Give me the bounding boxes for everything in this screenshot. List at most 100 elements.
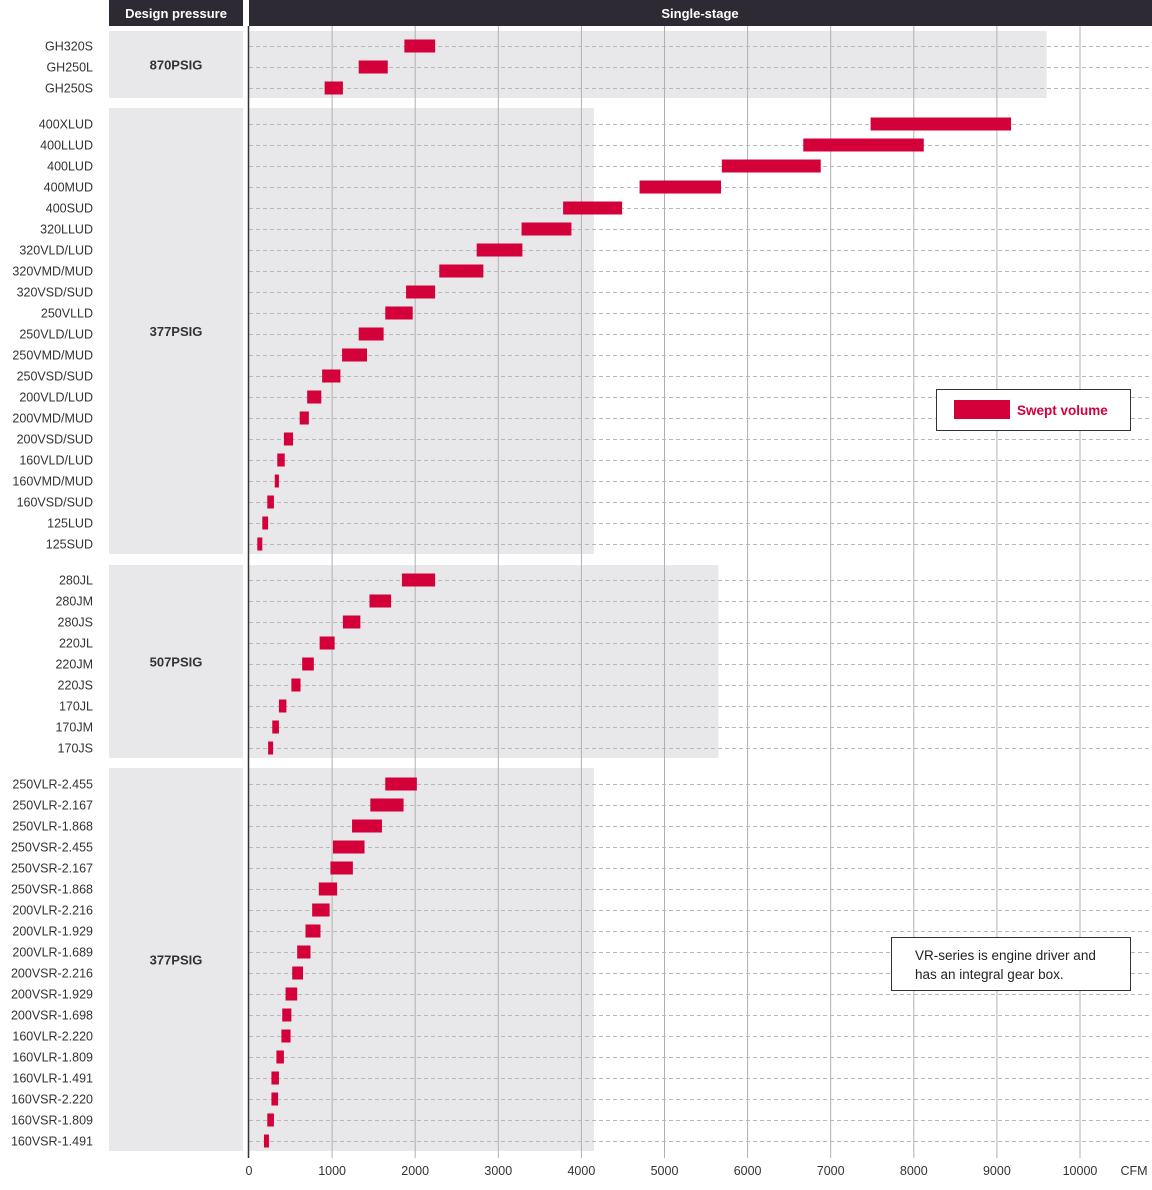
- model-label: 250VSR-1.868: [11, 883, 93, 897]
- model-label: 250VLLD: [41, 307, 93, 321]
- swept-volume-bars: [257, 39, 1012, 1148]
- model-label: 200VSR-2.216: [11, 967, 93, 981]
- model-labels: GH320S GH250L GH250S 400XLUD 400LLUD 400LUD 40…: [11, 40, 93, 1149]
- bar-400LLUD: [803, 138, 924, 152]
- bar-160VSR-2.220: [271, 1092, 279, 1106]
- model-label: 280JL: [59, 574, 93, 588]
- model-label: 220JL: [59, 637, 93, 651]
- model-label: 250VLR-2.167: [12, 799, 93, 813]
- bar-160VSR-1.491: [263, 1134, 269, 1148]
- model-label: 280JM: [55, 595, 93, 609]
- x-axis-ticks: 0 1000 2000 3000 4000 5000 6000 7000 8000 9000 100…: [246, 1164, 1098, 1178]
- bar-250VLR-1.868: [352, 819, 382, 833]
- header-single-stage: Single-stage: [249, 0, 1152, 26]
- model-label: 170JS: [58, 742, 93, 756]
- bar-170JM: [272, 720, 279, 734]
- model-label: 200VSR-1.929: [11, 988, 93, 1002]
- bar-250VSR-2.167: [330, 861, 353, 875]
- x-tick-label: 2000: [401, 1164, 429, 1178]
- range-band-1: [249, 108, 594, 554]
- bar-320VLD/LUD: [476, 243, 523, 257]
- model-label: 125SUD: [46, 538, 93, 552]
- model-label: 400LLUD: [40, 139, 93, 153]
- header-design-pressure-text: Design pressure: [125, 6, 227, 21]
- bar-250VLD/LUD: [358, 327, 384, 341]
- bar-170JS: [268, 741, 274, 755]
- model-label: 250VSR-2.167: [11, 862, 93, 876]
- model-label: GH250S: [45, 82, 93, 96]
- model-label: 160VSR-1.809: [11, 1114, 93, 1128]
- model-label: 170JM: [55, 721, 93, 735]
- model-label: GH320S: [45, 40, 93, 54]
- bar-400MUD: [639, 180, 722, 194]
- model-label: 400SUD: [46, 202, 93, 216]
- model-label: 200VMD/MUD: [12, 412, 93, 426]
- bar-250VSD/SUD: [322, 369, 341, 383]
- model-label: 250VSR-2.455: [11, 841, 93, 855]
- bar-160VMD/MUD: [274, 474, 279, 488]
- model-label: 160VLR-1.809: [12, 1051, 93, 1065]
- bar-GH250S: [324, 81, 343, 95]
- model-label: 320VLD/LUD: [19, 244, 93, 258]
- bar-200VMD/MUD: [299, 411, 309, 425]
- pressure-label: 870PSIG: [150, 58, 203, 73]
- model-label: 250VMD/MUD: [12, 349, 93, 363]
- bar-220JS: [291, 678, 301, 692]
- note-line-1: VR-series is engine driver and: [915, 948, 1096, 963]
- x-tick-label: 9000: [983, 1164, 1011, 1178]
- bar-220JL: [319, 636, 335, 650]
- bar-160VLD/LUD: [277, 453, 285, 467]
- bar-200VLR-2.216: [312, 903, 330, 917]
- legend: Swept volume: [936, 389, 1131, 431]
- bar-160VLR-2.220: [281, 1029, 291, 1043]
- bar-200VSD/SUD: [283, 432, 294, 446]
- model-label: 200VSR-1.698: [11, 1009, 93, 1023]
- bar-160VSD/SUD: [267, 495, 274, 509]
- bar-220JM: [302, 657, 314, 671]
- model-label: 200VLR-1.929: [12, 925, 93, 939]
- bar-400SUD: [563, 201, 623, 215]
- model-label: 400LUD: [47, 160, 93, 174]
- model-label: 400XLUD: [39, 118, 93, 132]
- pressure-band-0: [109, 31, 243, 98]
- model-label: 160VSD/SUD: [17, 496, 93, 510]
- bar-400LUD: [721, 159, 821, 173]
- bar-250VSR-2.455: [332, 840, 365, 854]
- header-single-stage-text: Single-stage: [661, 6, 738, 21]
- note-line-2: has an integral gear box.: [915, 967, 1064, 982]
- x-axis-unit: CFM: [1120, 1164, 1147, 1178]
- bar-160VSR-1.809: [267, 1113, 274, 1127]
- pressure-band-2: [109, 565, 243, 758]
- x-tick-label: 1000: [318, 1164, 346, 1178]
- bar-200VSR-1.698: [282, 1008, 292, 1022]
- x-tick-label: 0: [246, 1164, 253, 1178]
- model-label: 160VSR-1.491: [11, 1135, 93, 1149]
- pressure-band-3: [109, 768, 243, 1151]
- bar-GH250L: [358, 60, 388, 74]
- bar-250VLLD: [385, 306, 413, 320]
- pressure-label: 507PSIG: [150, 655, 203, 670]
- note-box: [891, 937, 1131, 991]
- legend-swatch: [954, 400, 1010, 419]
- model-label: 160VLR-2.220: [12, 1030, 93, 1044]
- bar-320VMD/MUD: [439, 264, 484, 278]
- bar-170JL: [278, 699, 287, 713]
- legend-label: Swept volume: [1017, 403, 1108, 418]
- model-label: 320LLUD: [40, 223, 93, 237]
- bar-125LUD: [262, 516, 269, 530]
- model-label: 320VMD/MUD: [12, 265, 93, 279]
- pressure-band-1: [109, 108, 243, 554]
- x-tick-label: 3000: [484, 1164, 512, 1178]
- model-label: 220JM: [55, 658, 93, 672]
- x-tick-label: 6000: [734, 1164, 762, 1178]
- model-label: 160VMD/MUD: [12, 475, 93, 489]
- bar-280JS: [342, 615, 361, 629]
- bar-250VMD/MUD: [342, 348, 368, 362]
- model-label: 280JS: [58, 616, 93, 630]
- model-label: 250VLR-2.455: [12, 778, 93, 792]
- header-design-pressure: Design pressure: [109, 0, 243, 26]
- model-label: 200VLR-1.689: [12, 946, 93, 960]
- bar-280JL: [401, 573, 436, 587]
- model-label: 160VLR-1.491: [12, 1072, 93, 1086]
- model-label: 250VLD/LUD: [19, 328, 93, 342]
